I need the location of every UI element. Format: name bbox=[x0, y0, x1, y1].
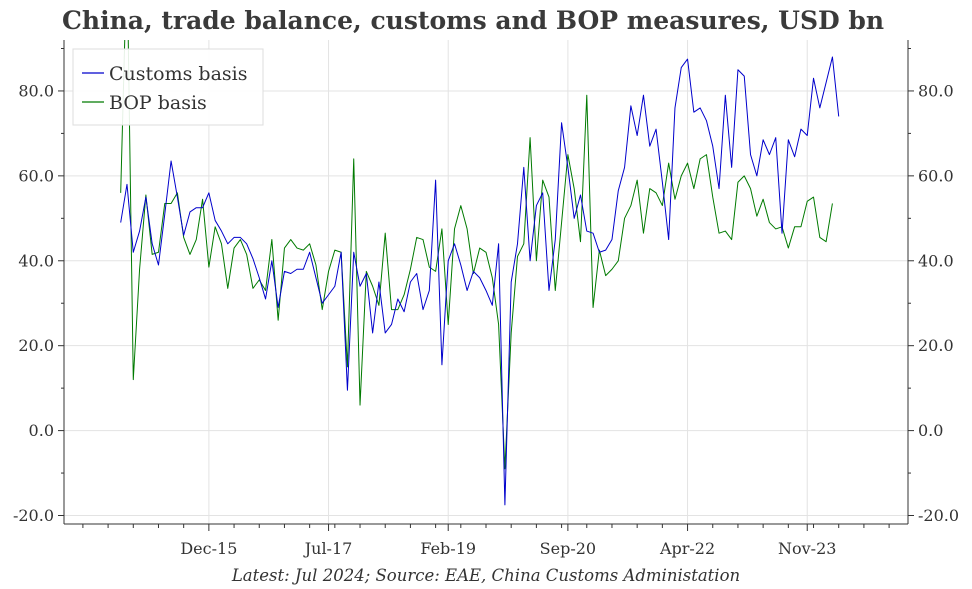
y-tick-label-left: 60.0 bbox=[18, 166, 54, 185]
legend-box bbox=[72, 48, 264, 126]
y-tick-label-right: 60.0 bbox=[918, 166, 954, 185]
series-line-bop bbox=[120, 40, 833, 470]
legend-label-customs: Customs basis bbox=[109, 63, 247, 85]
x-tick-label: Sep-20 bbox=[540, 539, 596, 558]
x-tick-label: Dec-15 bbox=[180, 539, 237, 558]
chart-caption: Latest: Jul 2024; Source: EAE, China Cus… bbox=[231, 566, 741, 585]
y-tick-label-right: 40.0 bbox=[918, 251, 954, 270]
y-tick-label-right: 80.0 bbox=[918, 81, 954, 100]
series-layer bbox=[120, 40, 840, 506]
y-tick-label-left: 0.0 bbox=[29, 421, 54, 440]
y-tick-label-left: 80.0 bbox=[18, 81, 54, 100]
y-tick-label-left: 20.0 bbox=[18, 336, 54, 355]
y-tick-label-right: -20.0 bbox=[918, 506, 959, 525]
x-tick-label: Jul-17 bbox=[303, 539, 353, 558]
y-tick-label-left: -20.0 bbox=[13, 506, 54, 525]
y-tick-label-right: 20.0 bbox=[918, 336, 954, 355]
y-tick-label-left: 40.0 bbox=[18, 251, 54, 270]
legend-label-bop: BOP basis bbox=[109, 92, 207, 114]
series-line-customs bbox=[120, 56, 840, 506]
x-tick-label: Nov-23 bbox=[778, 539, 836, 558]
chart-title: China, trade balance, customs and BOP me… bbox=[62, 6, 885, 35]
y-tick-label-right: 0.0 bbox=[918, 421, 943, 440]
x-tick-label: Apr-22 bbox=[659, 539, 715, 558]
axes: -20.0 -20.0 0.0 0.0 20.0 20.0 40.0 40.0 60.0 60.0… bbox=[13, 40, 959, 558]
legend: Customs basis BOP basis bbox=[72, 48, 264, 126]
x-tick-label: Feb-19 bbox=[420, 539, 476, 558]
